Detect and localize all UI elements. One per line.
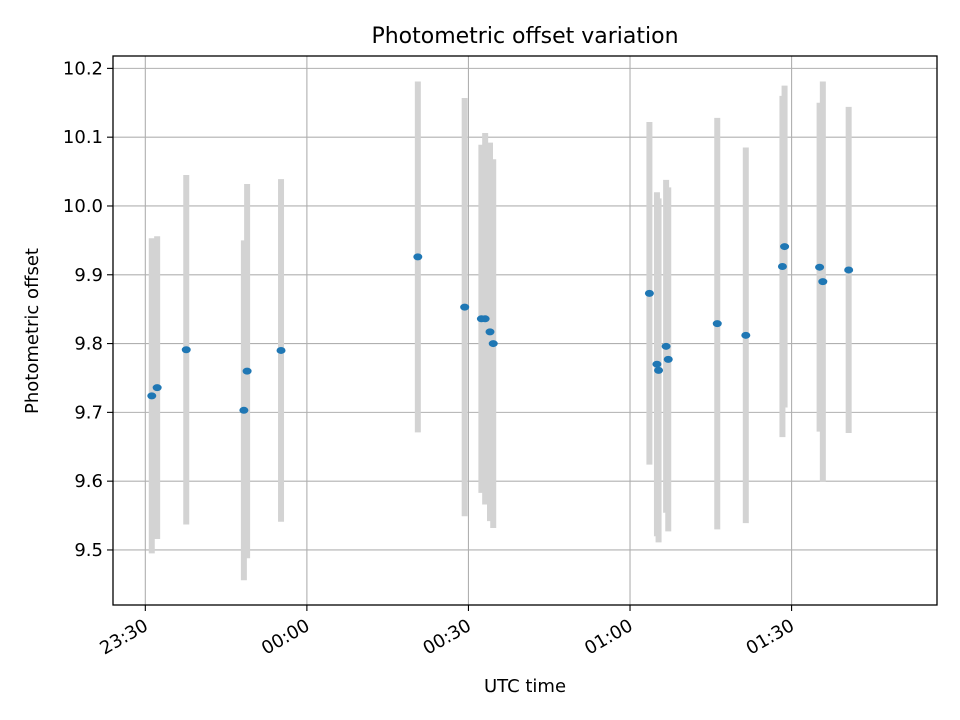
data-point — [276, 346, 286, 354]
plot-frame — [112, 55, 938, 606]
data-point — [644, 289, 654, 297]
data-point — [663, 355, 673, 363]
y-axis-label: Photometric offset — [22, 248, 43, 414]
data-point — [777, 263, 787, 271]
data-point — [815, 263, 825, 271]
data-point — [152, 384, 162, 392]
data-point — [413, 253, 423, 261]
data-point — [844, 266, 854, 274]
data-point — [712, 320, 722, 328]
data-point — [242, 367, 252, 375]
data-point — [460, 303, 470, 311]
grid-lines — [113, 56, 937, 605]
y-tick-label: 10.0 — [63, 196, 103, 217]
data-point — [480, 315, 490, 323]
y-tick-label: 9.7 — [74, 402, 103, 423]
data-point — [485, 328, 495, 336]
data-point — [147, 392, 157, 400]
y-tick-label: 10.2 — [63, 58, 103, 79]
y-tick-label: 9.6 — [74, 471, 103, 492]
data-point — [654, 366, 664, 374]
data-points — [147, 243, 854, 414]
y-tick-label: 9.8 — [74, 334, 103, 355]
x-axis-label: UTC time — [484, 676, 566, 697]
data-point — [661, 342, 671, 350]
y-tick-label: 9.5 — [74, 540, 103, 561]
y-tick-label: 10.1 — [63, 127, 103, 148]
data-point — [239, 406, 249, 414]
y-axis-ticks: 9.5 9.6 9.7 9.8 9.9 10.0 10.1 10.2 — [63, 58, 113, 561]
chart-title: Photometric offset variation — [371, 24, 678, 49]
data-point — [741, 331, 751, 339]
data-point — [818, 278, 828, 286]
data-point — [780, 243, 790, 251]
data-point — [652, 360, 662, 368]
data-point — [488, 340, 498, 348]
data-point — [181, 346, 191, 354]
y-tick-label: 9.9 — [74, 265, 103, 286]
